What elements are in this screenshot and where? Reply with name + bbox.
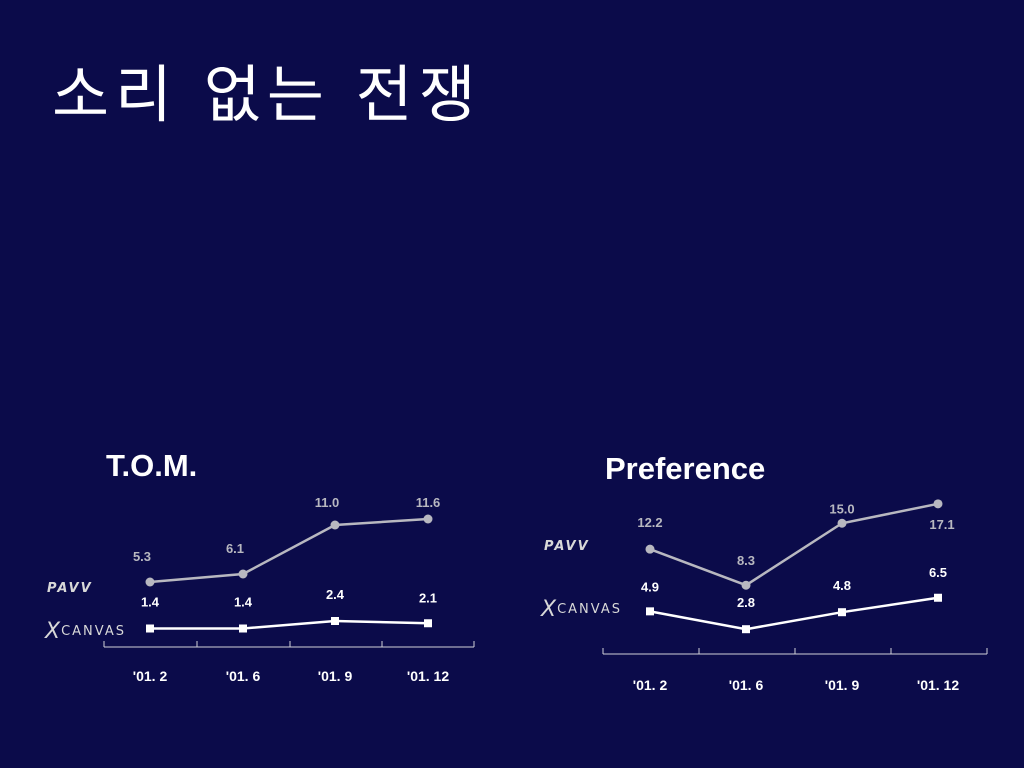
- preference-series-0-point-3: [933, 499, 943, 509]
- tom-series-1-data-label-2: 2.4: [326, 587, 345, 602]
- tom-x-tick-label-1: '01. 6: [226, 668, 261, 684]
- preference-series-1-data-label-0: 4.9: [641, 579, 659, 594]
- preference-x-tick-label-1: '01. 6: [729, 677, 764, 693]
- tom-series-line-1: [150, 619, 429, 630]
- preference-pavv-logo: PAVV: [544, 539, 590, 554]
- tom-series-1-point-1: [239, 624, 247, 633]
- preference-xcanvas-logo-text: CANVAS: [557, 602, 622, 617]
- preference-xcanvas-logo-x: X: [541, 597, 557, 622]
- preference-series-1-point-3: [934, 593, 942, 602]
- preference-pavv-logo-text: PAVV: [544, 539, 590, 554]
- preference-series-1-point-2: [838, 608, 846, 617]
- preference-series-0-data-label-1: 8.3: [737, 553, 755, 568]
- preference-chart-title: Preference: [605, 451, 766, 486]
- tom-series-0-point-0: [145, 577, 155, 587]
- preference-series-1-data-label-2: 4.8: [833, 578, 851, 593]
- tom-series-0-data-label-3: 11.6: [416, 495, 441, 510]
- tom-series-0-point-2: [330, 520, 340, 530]
- tom-series-1-point-2: [331, 617, 339, 625]
- preference-x-tick-label-3: '01. 12: [917, 677, 959, 693]
- tom-series-0-data-label-2: 11.0: [315, 495, 340, 510]
- tom-x-tick-label-2: '01. 9: [318, 668, 353, 684]
- tom-series-0-point-3: [423, 514, 433, 524]
- tom-series-line-0: [149, 517, 429, 584]
- preference-series-0-data-label-3: 17.1: [929, 517, 954, 532]
- preference-series-line-1: [649, 596, 939, 631]
- tom-series-1-data-label-3: 2.1: [419, 590, 437, 605]
- preference-x-tick-label-0: '01. 2: [633, 677, 668, 693]
- preference-series-0-data-label-2: 15.0: [829, 501, 854, 516]
- preference-series-line-0: [649, 502, 939, 587]
- preference-x-tick-label-2: '01. 9: [825, 677, 860, 693]
- tom-xcanvas-logo: XCANVAS: [45, 619, 126, 644]
- tom-series-1-point-3: [424, 619, 432, 628]
- slide-title: 소리 없는 전쟁: [52, 58, 482, 131]
- tom-pavv-logo: PAVV: [47, 581, 93, 596]
- preference-series-1-point-0: [646, 607, 654, 616]
- tom-series-1-data-label-1: 1.4: [234, 595, 253, 610]
- tom-series-0-data-label-0: 5.3: [133, 549, 151, 564]
- tom-series-0-point-1: [238, 569, 248, 579]
- preference-xcanvas-logo: XCANVAS: [541, 597, 622, 622]
- tom-series-0-data-label-1: 6.1: [226, 541, 244, 556]
- preference-series-0-point-2: [837, 518, 847, 528]
- tom-x-tick-label-3: '01. 12: [407, 668, 449, 684]
- preference-series-0-point-0: [645, 544, 655, 554]
- tom-series-1-point-0: [146, 624, 154, 633]
- preference-series-1-point-1: [742, 625, 750, 634]
- tom-xcanvas-logo-x: X: [45, 619, 61, 644]
- preference-series-0-point-1: [741, 580, 751, 590]
- tom-xcanvas-logo-text: CANVAS: [61, 624, 126, 639]
- tom-x-tick-label-0: '01. 2: [133, 668, 168, 684]
- tom-series-1-data-label-0: 1.4: [141, 595, 160, 610]
- preference-series-0-data-label-0: 12.2: [637, 515, 662, 530]
- preference-series-1-data-label-1: 2.8: [737, 595, 755, 610]
- preference-series-1-data-label-3: 6.5: [929, 565, 947, 580]
- tom-pavv-logo-text: PAVV: [47, 581, 93, 596]
- tom-chart-title: T.O.M.: [106, 448, 198, 483]
